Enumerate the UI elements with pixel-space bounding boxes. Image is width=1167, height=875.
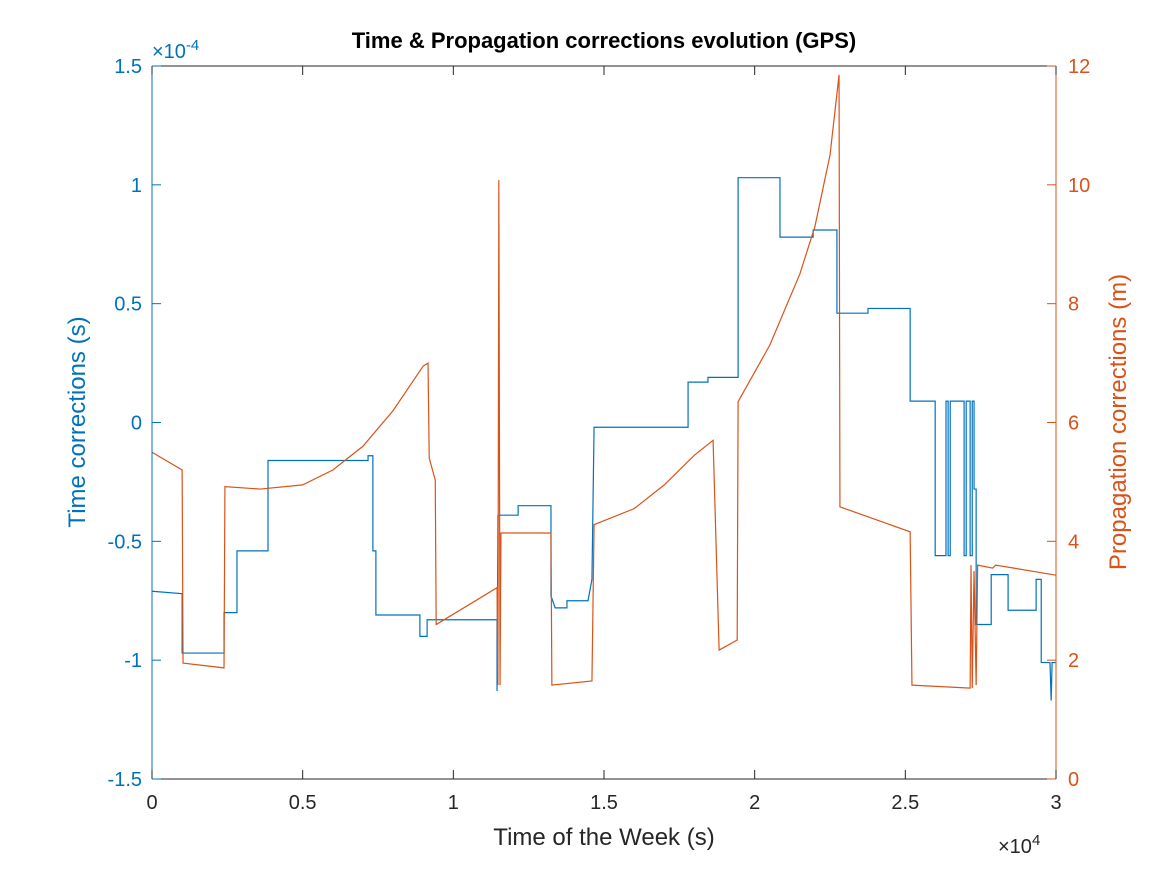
- y2-tick-label: 2: [1068, 650, 1079, 672]
- y-multiplier-exponent: -4: [186, 37, 199, 54]
- y-tick-label: 1.5: [114, 56, 142, 78]
- x-tick-label: 0: [146, 792, 157, 814]
- x-tick-label: 1: [448, 792, 459, 814]
- x-tick-label: 2: [749, 792, 760, 814]
- y-tick-label: -1.5: [108, 769, 142, 791]
- x-tick-label: 3: [1050, 792, 1061, 814]
- y2-axis-label: Propagation corrections (m): [1105, 274, 1132, 570]
- data-line: [151, 177, 1056, 701]
- y-tick-label: 0: [131, 413, 142, 435]
- chart-title: Time & Propagation corrections evolution…: [352, 28, 856, 53]
- y-multiplier-base: ×10: [152, 41, 186, 63]
- data-line: [151, 74, 1057, 689]
- x-tick-label: 1.5: [590, 792, 618, 814]
- y2-tick-label: 10: [1068, 175, 1090, 197]
- y2-tick-label: 0: [1068, 769, 1079, 791]
- x-tick-label: 0.5: [289, 792, 317, 814]
- x-multiplier: ×104: [998, 832, 1040, 858]
- y-axis-label: Time corrections (s): [64, 316, 91, 527]
- x-tick-label: 2.5: [891, 792, 919, 814]
- x-multiplier-base: ×10: [998, 836, 1032, 858]
- y2-tick-label: 6: [1068, 413, 1079, 435]
- y-tick-label: -1: [124, 650, 142, 672]
- y2-tick-label: 4: [1068, 531, 1079, 553]
- x-multiplier-exponent: 4: [1032, 832, 1040, 849]
- y2-tick-label: 8: [1068, 294, 1079, 316]
- y-tick-label: 1: [131, 175, 142, 197]
- y-tick-label: -0.5: [108, 531, 142, 553]
- y-tick-label: 0.5: [114, 294, 142, 316]
- y2-tick-label: 12: [1068, 56, 1090, 78]
- x-axis-label: Time of the Week (s): [493, 824, 714, 851]
- y-multiplier: ×10-4: [152, 37, 199, 63]
